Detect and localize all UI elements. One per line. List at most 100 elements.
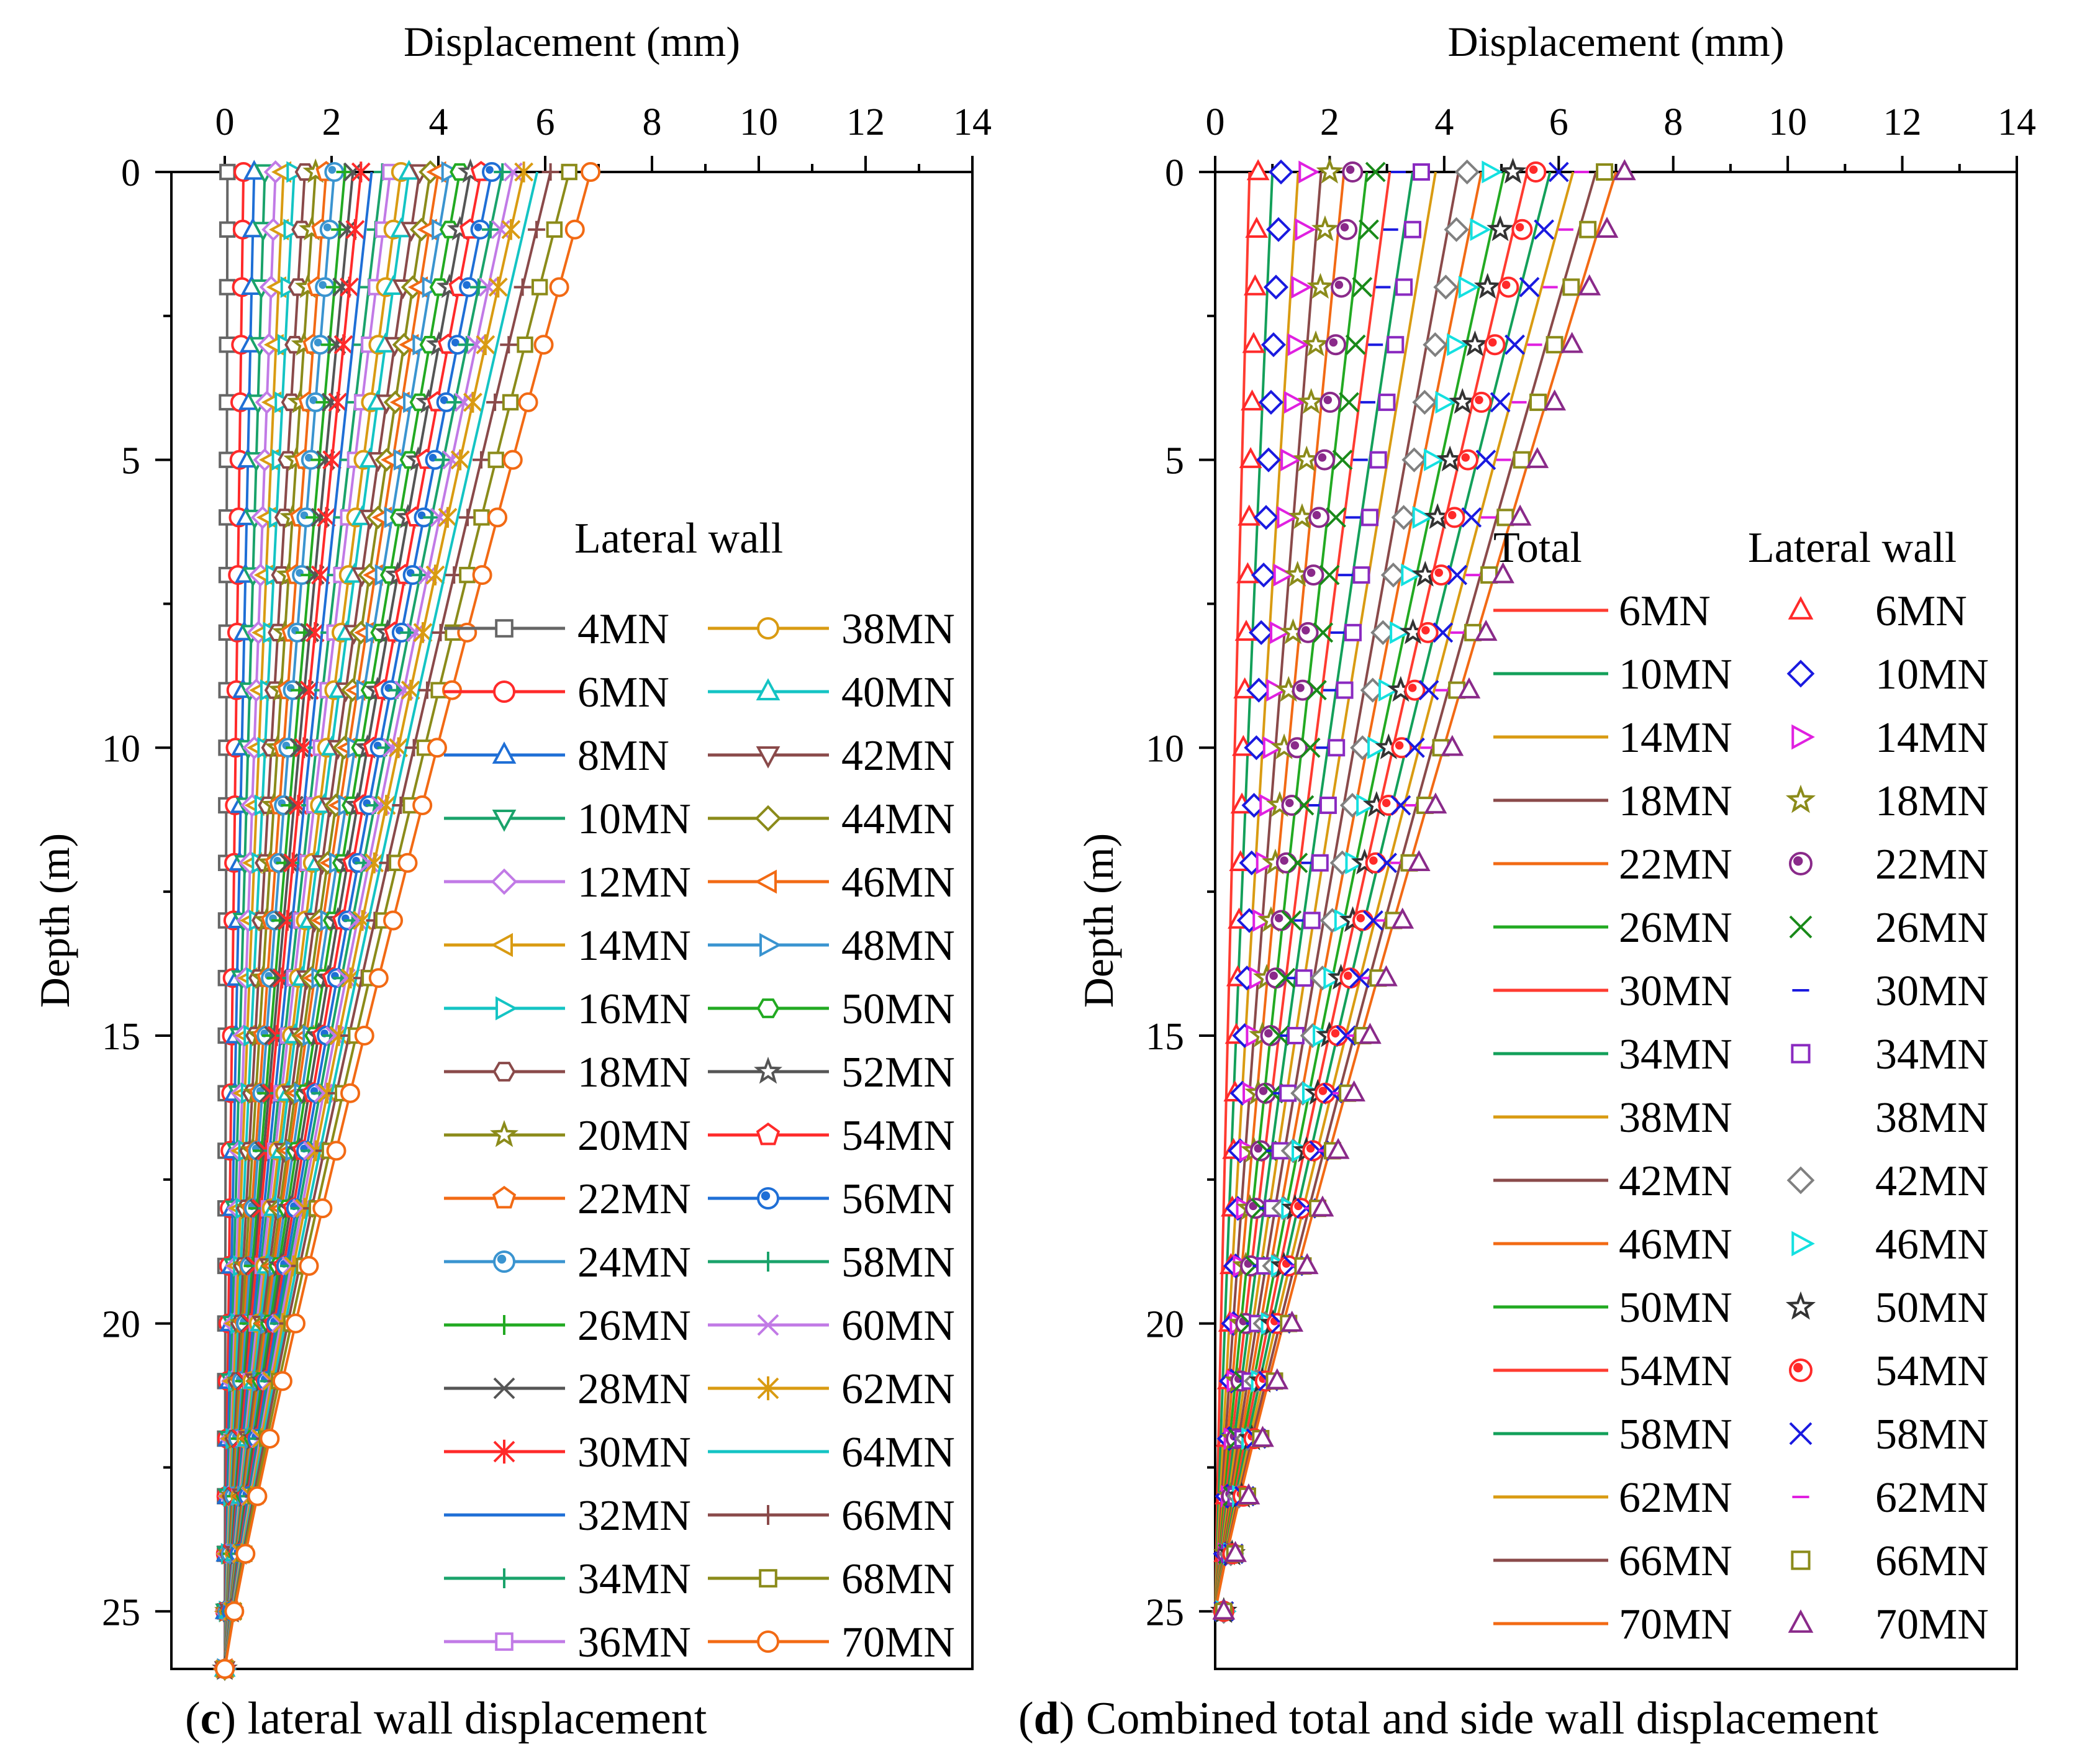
legend-marker-20MN [490, 1119, 518, 1147]
legend-item-wall-54MN: 54MN [1789, 1347, 1989, 1395]
data-marker-54MN-dot [1421, 626, 1430, 635]
data-marker-6MN [1246, 159, 1270, 181]
legend-item-20MN: 20MN [444, 1112, 691, 1160]
data-marker-68MN [517, 336, 533, 353]
legend-label: 48MN [841, 922, 955, 970]
legend-item-total-38MN: 38MN [1493, 1094, 1732, 1142]
data-marker-70MN [1342, 1080, 1365, 1101]
data-marker-70MN [1265, 1368, 1289, 1390]
data-marker-26MN [1313, 622, 1334, 643]
legend-marker-24MN [493, 1250, 515, 1273]
legend-label: 12MN [577, 859, 691, 906]
data-marker-22MN-dot [1301, 626, 1310, 635]
legend-item-wall-14MN: 14MN [1791, 714, 1989, 762]
legend-item-total-30MN: 30MN [1493, 967, 1732, 1015]
data-marker-54MN [1525, 161, 1547, 183]
data-marker-22MN-dot [1264, 1029, 1273, 1037]
total-line-70MN [1214, 171, 1618, 1612]
y-axis-title: Depth (m) [31, 833, 78, 1008]
y-tick-label: 25 [102, 1591, 140, 1634]
data-marker-58MN [1349, 967, 1370, 988]
legend-item-42MN: 42MN [708, 732, 955, 780]
data-marker-24MN [310, 335, 330, 355]
data-marker-58MN [1363, 910, 1383, 931]
data-marker-58MN [1377, 852, 1398, 874]
legend-label: 6MN [1619, 587, 1711, 635]
data-marker-42MN [1412, 389, 1437, 415]
legend-label: 22MN [1875, 841, 1989, 888]
data-marker-68MN [531, 279, 548, 296]
legend-label: 38MN [1875, 1094, 1989, 1142]
data-marker-70MN [215, 1659, 235, 1679]
data-marker-18MN [1316, 157, 1344, 184]
data-marker-58MN [1519, 277, 1540, 297]
data-marker-30MN [333, 334, 353, 355]
data-marker-34MN [1387, 336, 1405, 354]
data-marker-46MN [1390, 621, 1411, 644]
data-marker-46MN [1345, 851, 1367, 875]
data-marker-58MN [1404, 737, 1425, 758]
legend-marker-60MN [757, 1314, 779, 1336]
data-marker-14MN [1280, 448, 1302, 472]
legend-item-total-6MN: 6MN [1493, 587, 1711, 635]
data-marker-34MN [1344, 623, 1362, 641]
data-marker-54MN [1498, 276, 1519, 298]
legend-label: 70MN [841, 1619, 955, 1666]
data-marker-30MN [328, 392, 348, 413]
legend-marker-26MN [494, 1315, 514, 1335]
legend-item-total-10MN: 10MN [1493, 651, 1732, 698]
legend-label: 4MN [577, 605, 669, 653]
data-marker-22MN-dot [1346, 165, 1355, 174]
data-marker-70MN [564, 219, 585, 240]
legend-marker-28MN [493, 1377, 515, 1399]
legend-title-wall: Lateral wall [1748, 524, 1957, 572]
data-marker-54MN [1484, 334, 1506, 356]
data-marker-66MN [1562, 278, 1580, 296]
data-marker-22MN [1336, 219, 1358, 240]
data-marker-22MN [1297, 622, 1319, 643]
legend-item-wall-34MN: 34MN [1791, 1031, 1989, 1078]
data-marker-26MN [1300, 737, 1321, 758]
legend-label: 54MN [1619, 1347, 1732, 1395]
data-marker-58MN [1461, 507, 1482, 528]
data-marker-70MN [457, 622, 477, 643]
data-marker-70MN [1280, 1310, 1304, 1332]
legend-label: 52MN [841, 1049, 955, 1096]
legend-item-18MN: 18MN [444, 1049, 691, 1096]
data-marker-6MN [1239, 446, 1262, 468]
legend-label: 32MN [577, 1492, 691, 1540]
data-marker-54MN [1404, 679, 1426, 701]
data-marker-70MN [235, 1544, 256, 1564]
data-marker-62MN [438, 507, 458, 528]
legend-marker-22MN-dot [1793, 856, 1803, 866]
data-marker-30MN [340, 276, 359, 298]
legend-marker-46MN [1791, 1231, 1815, 1257]
data-marker-54MN-dot [1488, 338, 1497, 347]
data-marker-22MN-dot [1323, 396, 1333, 404]
legend-item-wall-70MN: 70MN [1788, 1601, 1989, 1648]
data-marker-42MN [1444, 217, 1469, 242]
legend-marker-62MN [757, 1376, 779, 1401]
data-marker-70MN [1578, 274, 1601, 296]
legend-label: 10MN [1619, 651, 1732, 698]
legend-item-24MN: 24MN [444, 1239, 691, 1286]
legend-label: 46MN [1875, 1221, 1989, 1268]
data-marker-70MN [1224, 1540, 1247, 1562]
data-marker-54MN-dot [1318, 1087, 1328, 1095]
data-marker-34MN [1328, 739, 1346, 757]
data-marker-50MN [1487, 215, 1514, 242]
legend-label: 62MN [1619, 1474, 1732, 1522]
data-marker-30MN [345, 219, 365, 240]
data-marker-70MN [397, 852, 418, 873]
data-marker-66MN [1579, 220, 1597, 238]
data-marker-50MN [1461, 330, 1489, 356]
legend-marker-58MN [758, 1252, 778, 1272]
data-marker-70MN [1359, 1023, 1382, 1044]
legend-item-total-70MN: 70MN [1493, 1601, 1732, 1648]
data-marker-14MN [1256, 851, 1277, 875]
wall-markers-34MN [1215, 163, 1430, 1621]
wall-markers-70MN [1212, 159, 1636, 1620]
legend-label: 18MN [577, 1049, 691, 1096]
legend-item-total-14MN: 14MN [1493, 714, 1732, 762]
caption-paren-close: ) [221, 1693, 237, 1744]
